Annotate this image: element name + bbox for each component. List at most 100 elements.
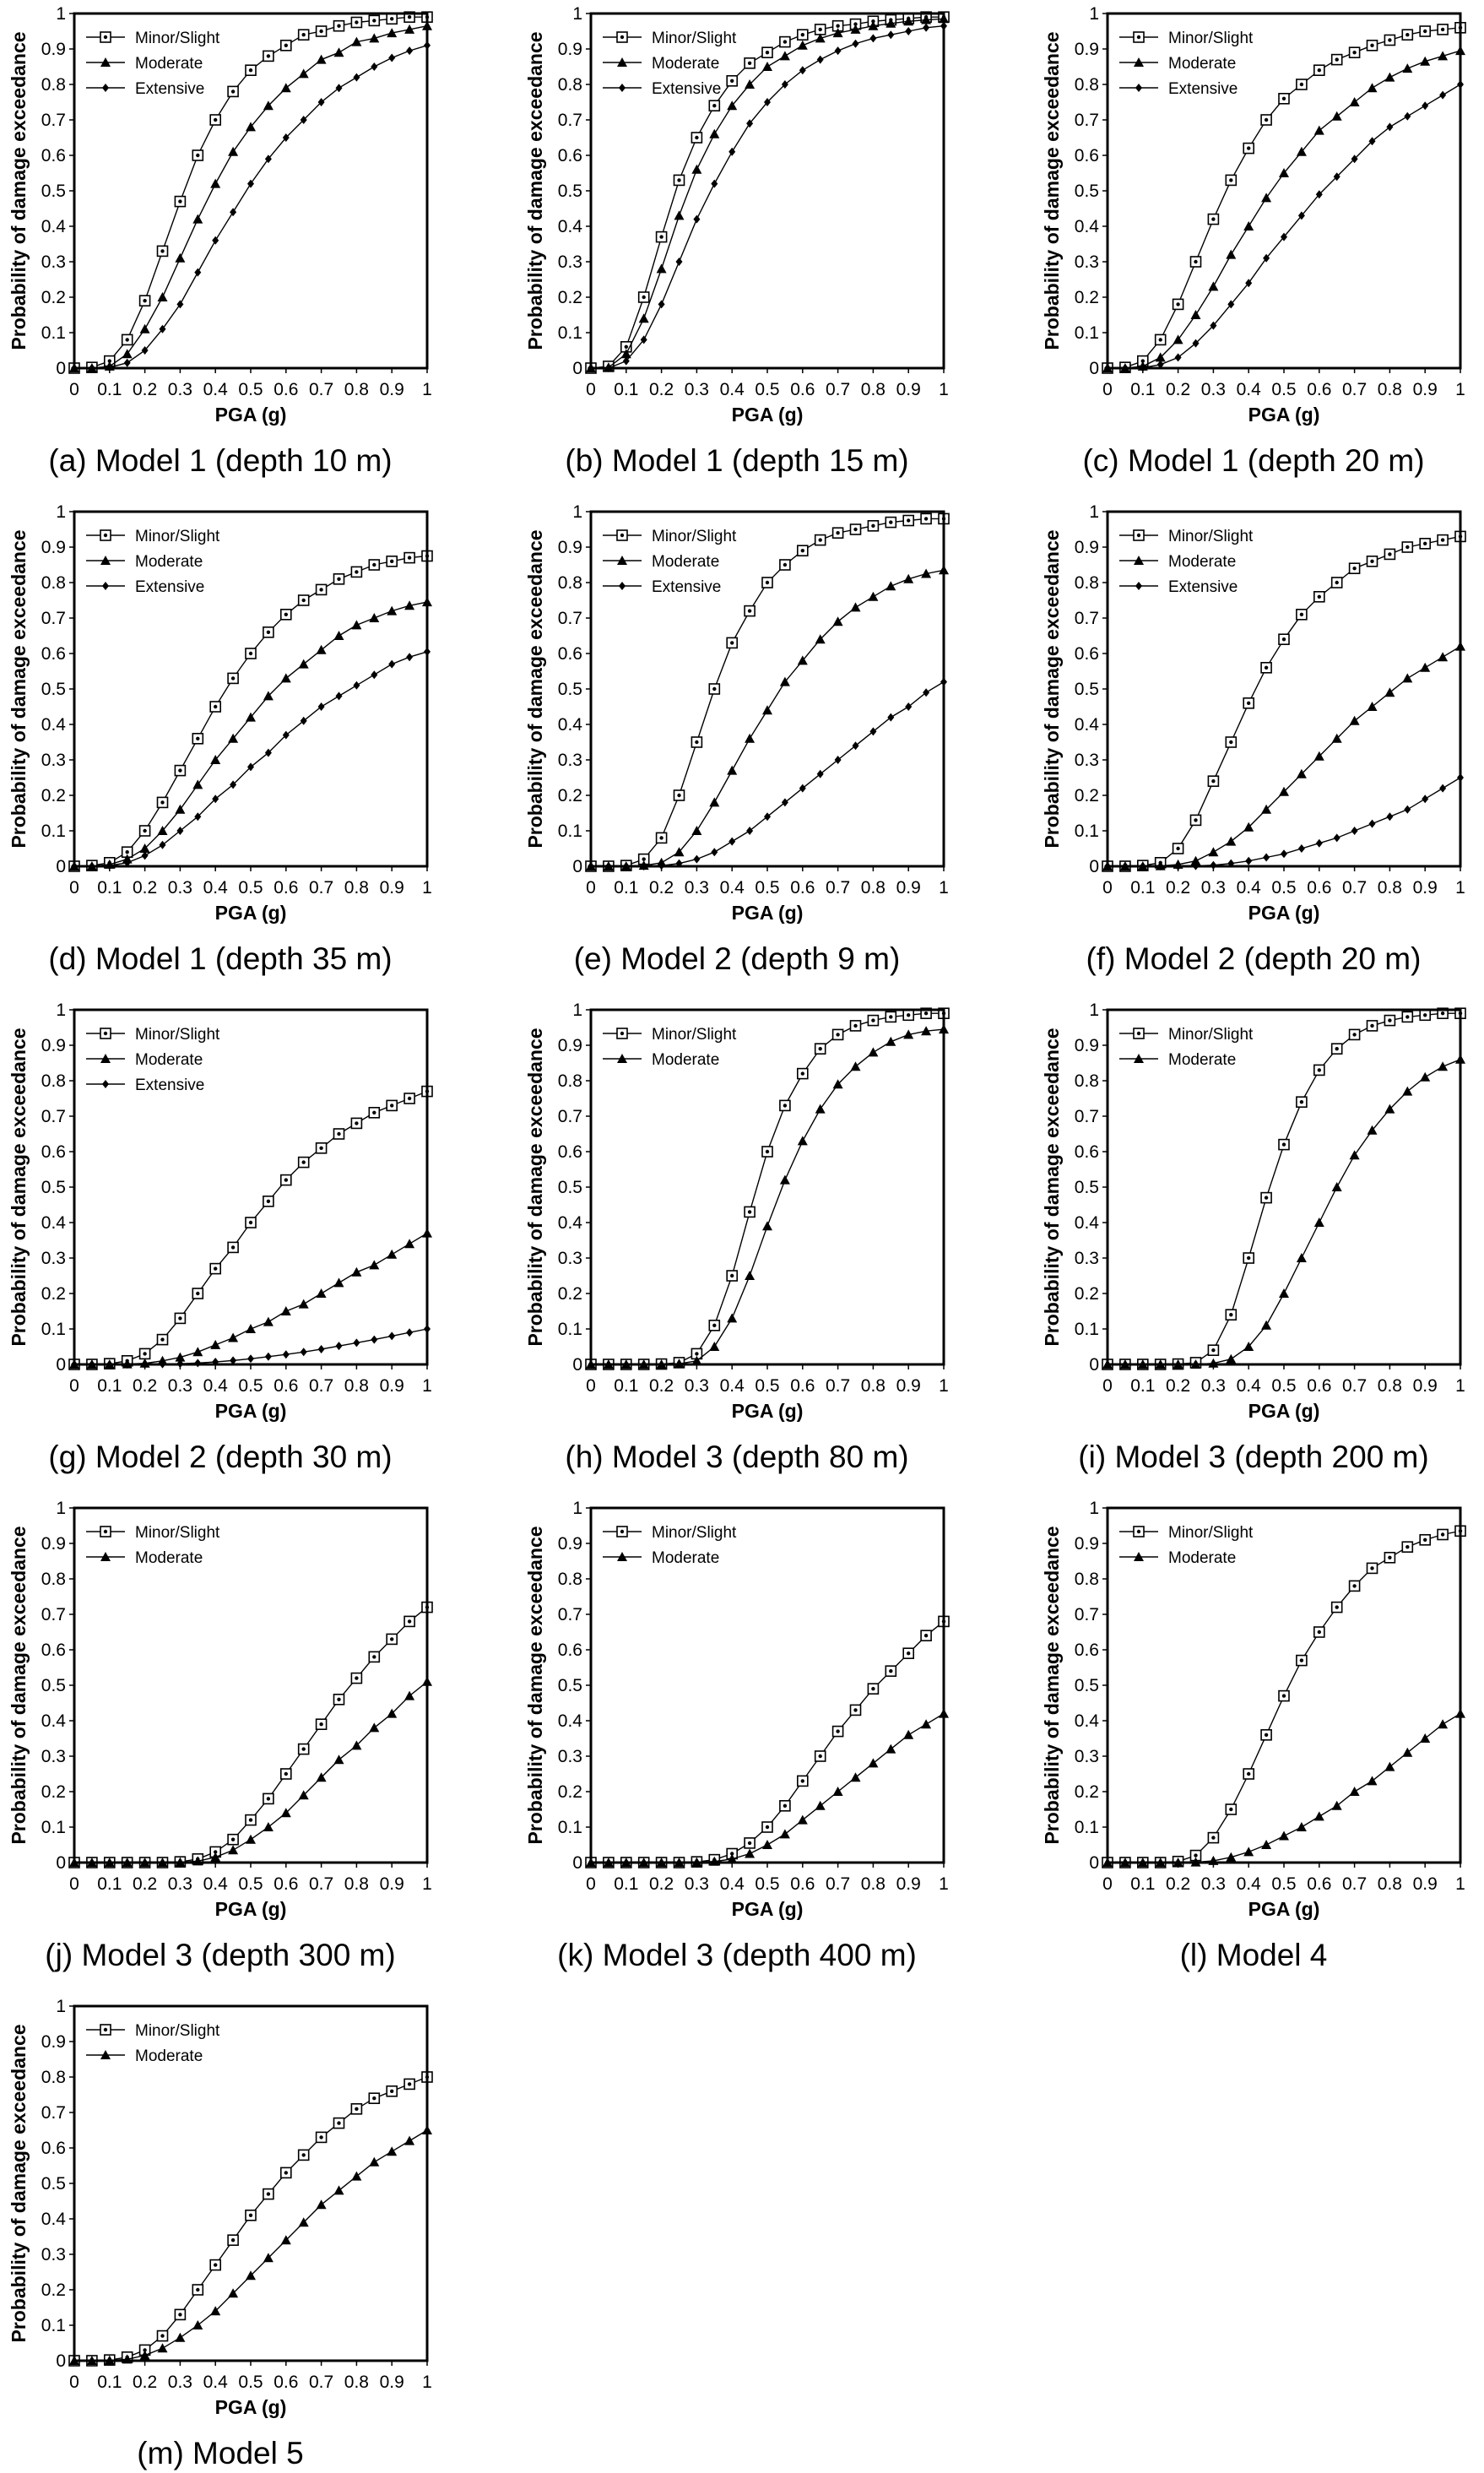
legend-label: Minor/Slight — [652, 528, 737, 545]
legend-marker — [100, 556, 111, 565]
legend-marker — [616, 1028, 628, 1039]
data-point — [1437, 1528, 1449, 1541]
data-point — [300, 116, 307, 124]
marker-dot — [1140, 359, 1145, 363]
data-point — [675, 258, 683, 266]
legend-marker — [1135, 84, 1142, 92]
data-point — [263, 100, 274, 111]
series-line — [74, 601, 428, 867]
marker-dot — [1370, 1023, 1374, 1028]
data-point — [279, 2167, 292, 2179]
x-axis-title: PGA (g) — [1248, 1400, 1320, 1422]
data-point — [761, 577, 773, 588]
y-tick-label: 0.1 — [41, 822, 66, 841]
data-point — [368, 1107, 381, 1119]
data-point — [779, 1800, 791, 1812]
y-tick-label: 0.2 — [41, 2280, 66, 2300]
x-tick-label: 0.4 — [203, 1874, 229, 1894]
plot-frame — [73, 2004, 429, 2362]
data-point — [335, 691, 343, 701]
x-tick-label: 0.7 — [826, 1376, 850, 1396]
data-point — [1351, 155, 1358, 164]
marker-dot — [337, 1697, 341, 1702]
data-point — [1261, 804, 1272, 814]
panel-caption: (j) Model 3 (depth 300 m) — [45, 1938, 395, 1972]
marker-dot — [1405, 33, 1410, 37]
marker-dot — [143, 299, 147, 303]
marker-dot — [1281, 1694, 1286, 1698]
plot-frame — [1106, 1506, 1462, 1864]
data-point — [1367, 1776, 1378, 1786]
data-point — [1296, 1253, 1307, 1262]
marker-dot — [923, 1011, 929, 1016]
x-tick-label: 1 — [422, 1874, 432, 1894]
marker-dot — [1440, 538, 1445, 542]
legend-label: Extensive — [652, 578, 721, 596]
data-point — [333, 2185, 344, 2195]
y-tick-label: 0.9 — [41, 1534, 66, 1554]
legend-label: Minor/Slight — [1168, 30, 1254, 47]
marker-dot — [178, 2313, 182, 2317]
y-tick-label: 0.3 — [41, 1249, 66, 1268]
panel-caption: (g) Model 2 (depth 30 m) — [48, 1440, 392, 1474]
y-tick-label: 0.9 — [41, 2032, 66, 2052]
marker-dot — [677, 793, 681, 798]
data-point — [921, 1026, 932, 1036]
series-2 — [1102, 1054, 1465, 1369]
marker-dot — [372, 562, 376, 567]
data-point — [369, 1722, 380, 1733]
legend-label: Moderate — [135, 55, 203, 73]
y-tick-label: 0.9 — [1075, 1534, 1099, 1554]
data-point — [1438, 51, 1449, 61]
marker-dot — [783, 40, 788, 44]
data-point — [263, 1316, 274, 1326]
marker-dot — [783, 1104, 788, 1108]
marker-dot — [1423, 541, 1427, 545]
legend-marker — [619, 84, 626, 92]
data-point — [1402, 1086, 1413, 1096]
legend-marker — [1135, 582, 1142, 590]
marker-dot — [390, 1104, 394, 1108]
x-tick-label: 0.1 — [614, 1376, 638, 1396]
series-2 — [586, 565, 949, 870]
marker-dot — [319, 1722, 323, 1727]
x-tick-label: 0.7 — [309, 878, 333, 898]
y-tick-label: 0.3 — [558, 252, 582, 272]
series-1 — [68, 550, 433, 872]
marker-dot — [765, 1149, 770, 1154]
data-point — [1296, 79, 1308, 90]
data-point — [673, 174, 685, 187]
data-point — [246, 122, 256, 132]
y-tick-label: 0.3 — [558, 1747, 582, 1766]
data-point — [655, 230, 668, 243]
data-point — [1297, 211, 1305, 220]
data-point — [852, 741, 859, 751]
legend-label: Minor/Slight — [652, 30, 737, 47]
data-point — [1330, 577, 1343, 588]
chart-panel: 0 0.1 0.2 0.3 0.4 0.5 0.6 0.7 0.8 0.9 1 0 0.1 0.2 0.3 0… — [8, 1997, 433, 2470]
data-point — [1419, 1009, 1431, 1022]
data-point — [388, 659, 396, 669]
series-2 — [586, 14, 949, 372]
data-point — [210, 1852, 221, 1862]
data-point — [1261, 1320, 1272, 1330]
marker-dot — [853, 527, 858, 532]
data-point — [1384, 34, 1396, 46]
panel-caption: (a) Model 1 (depth 10 m) — [48, 443, 392, 478]
data-point — [174, 1312, 187, 1325]
data-point — [708, 1320, 721, 1331]
data-point — [1438, 1061, 1449, 1071]
legend-label: Minor/Slight — [1168, 528, 1254, 545]
data-point — [886, 18, 896, 28]
marker-dot — [853, 1708, 858, 1712]
y-tick-label: 0.5 — [41, 680, 66, 699]
chart-panel: 0 0.1 0.2 0.3 0.4 0.5 0.6 0.7 0.8 0.9 1 0 0.1 0.2 0.3 0… — [524, 502, 950, 976]
chart-panel: 0 0.1 0.2 0.3 0.4 0.5 0.6 0.7 0.8 0.9 1 0 0.1 0.2 0.3 0… — [8, 502, 433, 976]
data-point — [762, 62, 772, 71]
marker-dot — [800, 33, 804, 37]
legend-label: Minor/Slight — [1168, 1524, 1254, 1542]
data-point — [298, 68, 309, 79]
data-point — [388, 53, 396, 62]
data-point — [1315, 190, 1323, 199]
marker-dot — [390, 2089, 394, 2093]
